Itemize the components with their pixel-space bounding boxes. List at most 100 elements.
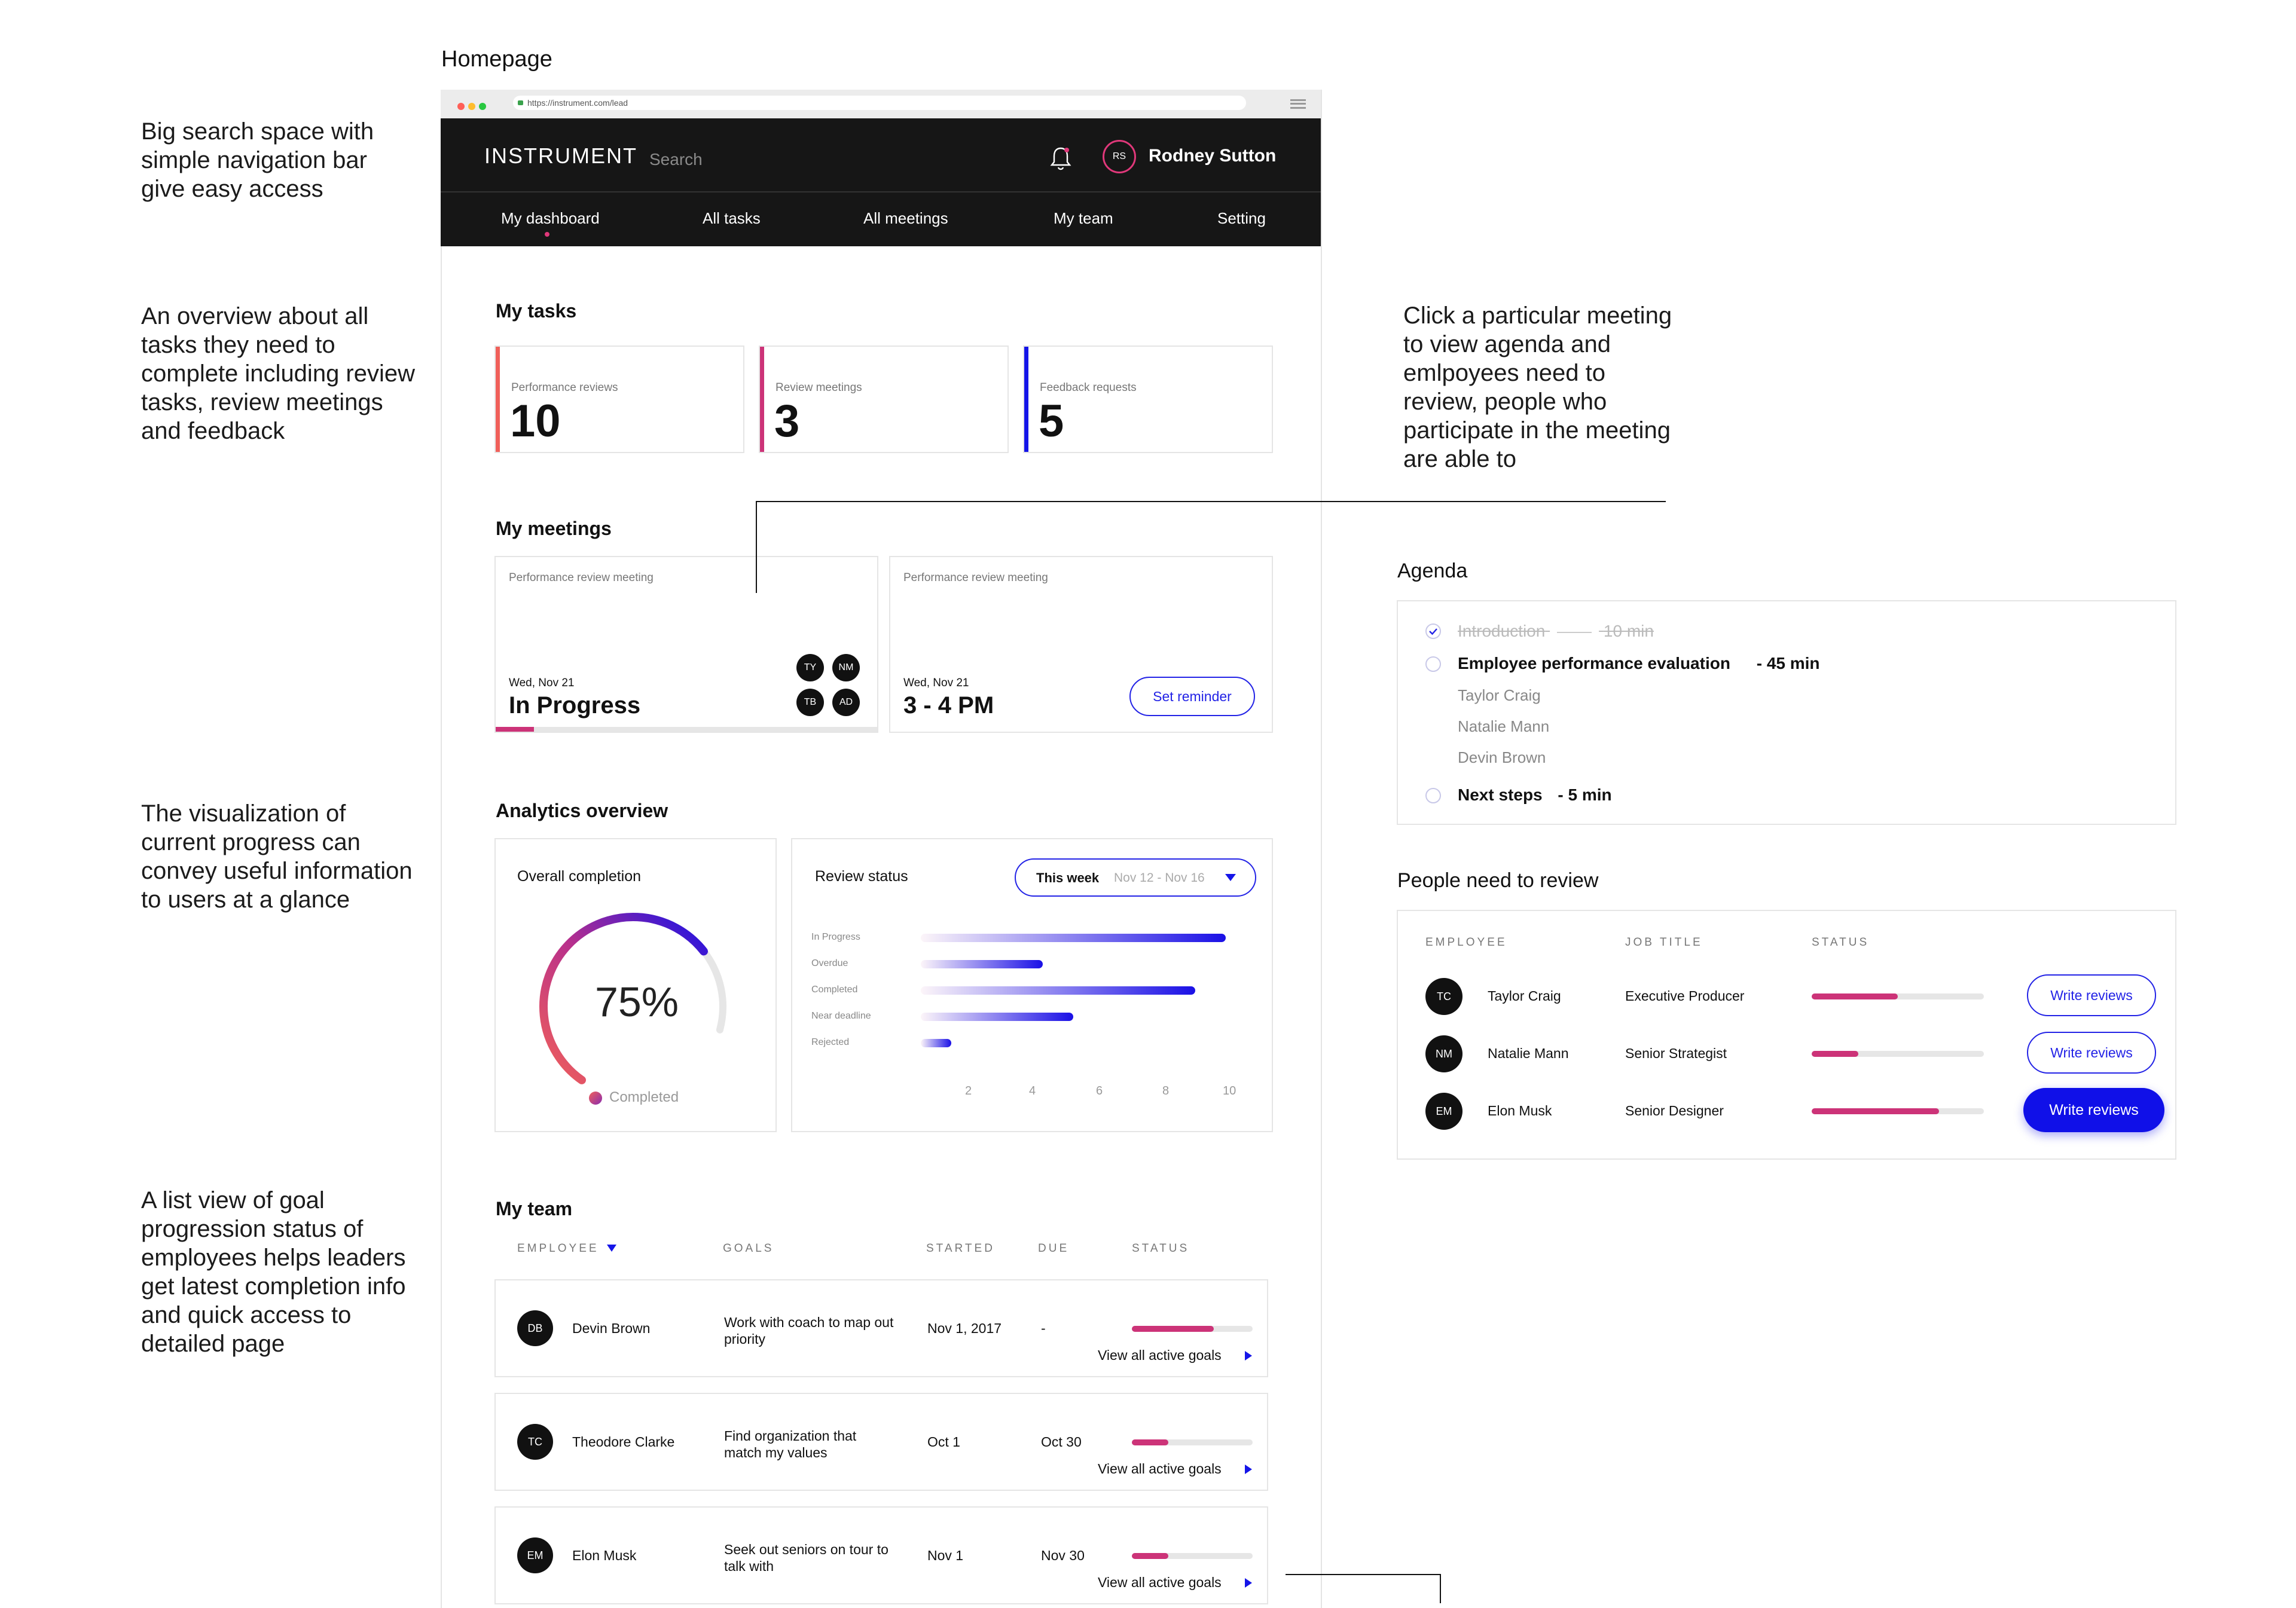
- view-goals-link[interactable]: View all active goals: [1098, 1461, 1222, 1476]
- review-progress-track: [1812, 1051, 1984, 1057]
- week-range-label: This week: [1036, 870, 1100, 885]
- arrow-right-icon[interactable]: [1245, 1351, 1252, 1361]
- table-row[interactable]: DB Devin Brown Work with coach to map ou…: [494, 1279, 1268, 1377]
- avatar: NM: [1425, 1035, 1463, 1072]
- view-goals-link[interactable]: View all active goals: [1098, 1347, 1222, 1363]
- employee-name: Elon Musk: [1488, 1103, 1552, 1118]
- goal-progress-track: [1132, 1553, 1253, 1559]
- tasks-title: My tasks: [496, 300, 577, 322]
- column-employee[interactable]: EMPLOYEE: [517, 1242, 599, 1255]
- lock-icon: [518, 100, 523, 105]
- column-employee: EMPLOYEE: [1425, 936, 1507, 949]
- started-date: Nov 1, 2017: [927, 1320, 1002, 1336]
- view-goals-link[interactable]: View all active goals: [1098, 1575, 1222, 1590]
- bar-in-progress[interactable]: [921, 934, 1226, 942]
- connector-line: [1286, 1574, 1441, 1575]
- url-bar[interactable]: https://instrument.com/lead: [513, 96, 1246, 110]
- bar-label: In Progress: [811, 932, 860, 942]
- page-label: Homepage: [441, 47, 552, 72]
- task-accent: [496, 347, 500, 452]
- bar-rejected[interactable]: [921, 1039, 951, 1047]
- user-name[interactable]: Rodney Sutton: [1149, 146, 1277, 166]
- chevron-down-icon: [1225, 874, 1236, 881]
- radio-circle-icon[interactable]: [1425, 788, 1441, 803]
- tab-my-team[interactable]: My team: [1054, 209, 1113, 227]
- arrow-right-icon[interactable]: [1245, 1465, 1252, 1474]
- bar-near-deadline[interactable]: [921, 1013, 1073, 1021]
- table-row[interactable]: EM Elon Musk Seek out seniors on tour to…: [494, 1506, 1268, 1604]
- bar-overdue[interactable]: [921, 960, 1043, 968]
- connector-line: [756, 501, 757, 593]
- table-row[interactable]: TC Theodore Clarke Find organization tha…: [494, 1393, 1268, 1491]
- meeting-label: Performance review meeting: [903, 571, 1048, 584]
- meeting-card-in-progress[interactable]: Performance review meeting Wed, Nov 21 I…: [494, 556, 878, 733]
- due-date: -: [1041, 1320, 1046, 1336]
- participant-avatar[interactable]: AD: [832, 689, 860, 716]
- user-avatar[interactable]: RS: [1103, 140, 1136, 173]
- x-tick-label: 6: [1096, 1084, 1103, 1098]
- write-reviews-button[interactable]: Write reviews: [2027, 1032, 2156, 1074]
- agenda-item: Next steps - 5 min: [1458, 785, 1612, 805]
- review-progress-track: [1812, 993, 1984, 999]
- write-reviews-button-primary[interactable]: Write reviews: [2023, 1088, 2164, 1132]
- task-card-feedback-requests[interactable]: Feedback requests 5: [1023, 346, 1273, 453]
- agenda-item-text: Introduction: [1458, 622, 1546, 640]
- check-circle-icon[interactable]: [1425, 623, 1442, 640]
- bell-icon[interactable]: [1049, 145, 1073, 172]
- completion-legend: Completed: [609, 1089, 679, 1105]
- close-dot-icon[interactable]: [457, 103, 465, 110]
- tab-all-tasks[interactable]: All tasks: [703, 209, 761, 227]
- task-label: Review meetings: [775, 381, 862, 394]
- avatar: TC: [517, 1424, 553, 1460]
- column-goals: GOALS: [723, 1242, 774, 1255]
- agenda-person: Taylor Craig: [1458, 686, 1541, 704]
- bar-label: Rejected: [811, 1037, 850, 1047]
- arrow-right-icon[interactable]: [1245, 1578, 1252, 1588]
- column-status: STATUS: [1132, 1242, 1190, 1255]
- agenda-panel: [1397, 600, 2176, 825]
- set-reminder-button[interactable]: Set reminder: [1129, 677, 1255, 716]
- job-title: Senior Designer: [1625, 1103, 1724, 1118]
- task-card-review-meetings[interactable]: Review meetings 3: [759, 346, 1009, 453]
- agenda-person: Natalie Mann: [1458, 717, 1550, 735]
- write-reviews-button[interactable]: Write reviews: [2027, 974, 2156, 1016]
- brand-logo[interactable]: INSTRUMENT: [484, 143, 637, 168]
- tab-my-dashboard[interactable]: My dashboard: [501, 209, 600, 227]
- started-date: Nov 1: [927, 1548, 964, 1563]
- maximize-dot-icon[interactable]: [479, 103, 486, 110]
- sort-down-icon[interactable]: [607, 1245, 616, 1252]
- task-count: 5: [1039, 396, 1064, 447]
- annotation-visualization: The visualization of current progress ca…: [141, 800, 413, 913]
- agenda-item: Employee performance evaluation - 45 min: [1458, 654, 1820, 673]
- week-range-dropdown[interactable]: This week Nov 12 - Nov 16: [1015, 858, 1256, 897]
- tab-setting[interactable]: Setting: [1217, 209, 1266, 227]
- task-card-performance-reviews[interactable]: Performance reviews 10: [494, 346, 744, 453]
- agenda-item-text: Next steps: [1458, 785, 1543, 804]
- meeting-date: Wed, Nov 21: [509, 677, 575, 689]
- dash-line: [1557, 631, 1592, 633]
- active-tab-indicator: [545, 232, 549, 237]
- column-status: STATUS: [1812, 936, 1870, 949]
- url-text: https://instrument.com/lead: [527, 98, 628, 108]
- browser-menu-icon[interactable]: [1290, 99, 1306, 109]
- legend-dot-icon: [589, 1092, 602, 1105]
- bar-completed[interactable]: [921, 986, 1195, 995]
- task-accent: [1024, 347, 1028, 452]
- tab-all-meetings[interactable]: All meetings: [863, 209, 948, 227]
- minimize-dot-icon[interactable]: [468, 103, 475, 110]
- participant-avatar[interactable]: NM: [832, 654, 860, 681]
- search-input[interactable]: [648, 147, 830, 172]
- annotation-search: Big search space with simple navigation …: [141, 118, 374, 202]
- task-count: 3: [774, 396, 800, 447]
- meeting-card-scheduled[interactable]: Performance review meeting Wed, Nov 21 3…: [889, 556, 1273, 733]
- column-started: STARTED: [926, 1242, 995, 1255]
- participant-avatar[interactable]: TY: [796, 654, 824, 681]
- agenda-item-text: Employee performance evaluation: [1458, 654, 1730, 672]
- due-date: Nov 30: [1041, 1548, 1085, 1563]
- goal-progress-fill: [1132, 1439, 1168, 1445]
- radio-circle-icon[interactable]: [1425, 656, 1441, 672]
- review-people-title: People need to review: [1397, 869, 1599, 892]
- review-status-title: Review status: [815, 868, 908, 885]
- participant-avatar[interactable]: TB: [796, 689, 824, 716]
- job-title: Senior Strategist: [1625, 1045, 1727, 1061]
